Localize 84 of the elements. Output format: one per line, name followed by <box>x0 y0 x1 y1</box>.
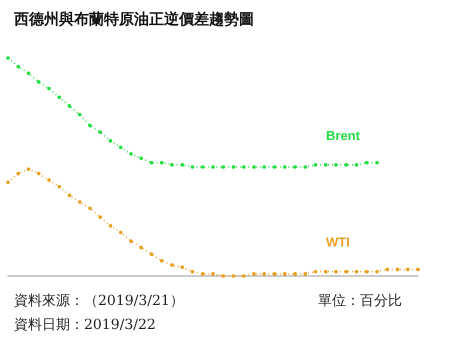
point <box>262 272 266 276</box>
point <box>6 180 10 184</box>
point <box>314 163 318 167</box>
point <box>68 104 72 108</box>
point <box>385 268 390 272</box>
point <box>26 71 30 76</box>
point <box>324 163 328 167</box>
point <box>139 156 144 160</box>
point <box>416 268 420 272</box>
point <box>303 272 308 276</box>
point <box>47 86 51 90</box>
point <box>221 274 226 278</box>
point <box>272 272 276 276</box>
point <box>150 252 154 256</box>
point <box>344 270 348 274</box>
point <box>262 165 266 169</box>
point <box>98 215 102 219</box>
point <box>211 165 215 169</box>
point <box>16 64 20 69</box>
point <box>180 163 184 167</box>
point <box>354 270 358 274</box>
point <box>180 265 184 270</box>
point <box>293 165 297 169</box>
point <box>190 165 194 169</box>
point <box>324 270 328 274</box>
point <box>129 152 133 156</box>
point <box>242 165 246 169</box>
point <box>272 165 276 169</box>
text: 單位：百分比 <box>318 292 402 310</box>
point <box>406 268 410 272</box>
point <box>47 178 51 182</box>
point <box>139 246 144 250</box>
point <box>375 270 379 274</box>
point <box>303 165 308 169</box>
point <box>354 163 358 167</box>
point <box>282 165 287 169</box>
series-label: Brent <box>326 128 361 143</box>
point <box>160 160 164 164</box>
point <box>396 268 400 272</box>
point <box>252 272 256 276</box>
point <box>242 274 246 278</box>
point <box>118 146 123 150</box>
point <box>344 163 348 167</box>
point <box>211 272 215 276</box>
point <box>78 112 82 116</box>
series-label: WTI <box>326 234 350 250</box>
point <box>170 263 174 267</box>
point <box>190 270 194 274</box>
point <box>36 172 41 176</box>
point <box>232 165 236 169</box>
point <box>88 206 92 210</box>
point <box>252 165 256 169</box>
point <box>314 270 318 274</box>
source-note: 資料來源：（2019/3/21） <box>14 292 184 310</box>
point <box>108 139 112 143</box>
point <box>364 160 369 164</box>
point <box>36 80 41 84</box>
point <box>293 272 297 276</box>
point <box>57 184 62 188</box>
point <box>98 130 102 134</box>
point <box>68 194 72 198</box>
point <box>232 274 236 278</box>
point <box>334 270 338 274</box>
point <box>88 124 92 128</box>
point <box>334 163 338 167</box>
text: 資料日期：2019/3/22 <box>14 316 156 334</box>
point <box>26 167 30 171</box>
point <box>170 163 174 167</box>
point <box>200 272 205 276</box>
point <box>118 230 123 234</box>
point <box>57 95 62 100</box>
point <box>129 239 133 243</box>
point <box>364 270 369 274</box>
point <box>16 172 20 176</box>
point <box>78 200 82 204</box>
point <box>221 165 226 169</box>
point <box>282 272 287 276</box>
point <box>108 224 112 228</box>
point <box>375 160 379 164</box>
chart-title: 西德州與布蘭特原油正逆價差趨勢圖 <box>14 10 254 29</box>
point <box>150 160 154 164</box>
point <box>200 165 205 169</box>
point <box>160 258 164 263</box>
point <box>6 56 10 60</box>
